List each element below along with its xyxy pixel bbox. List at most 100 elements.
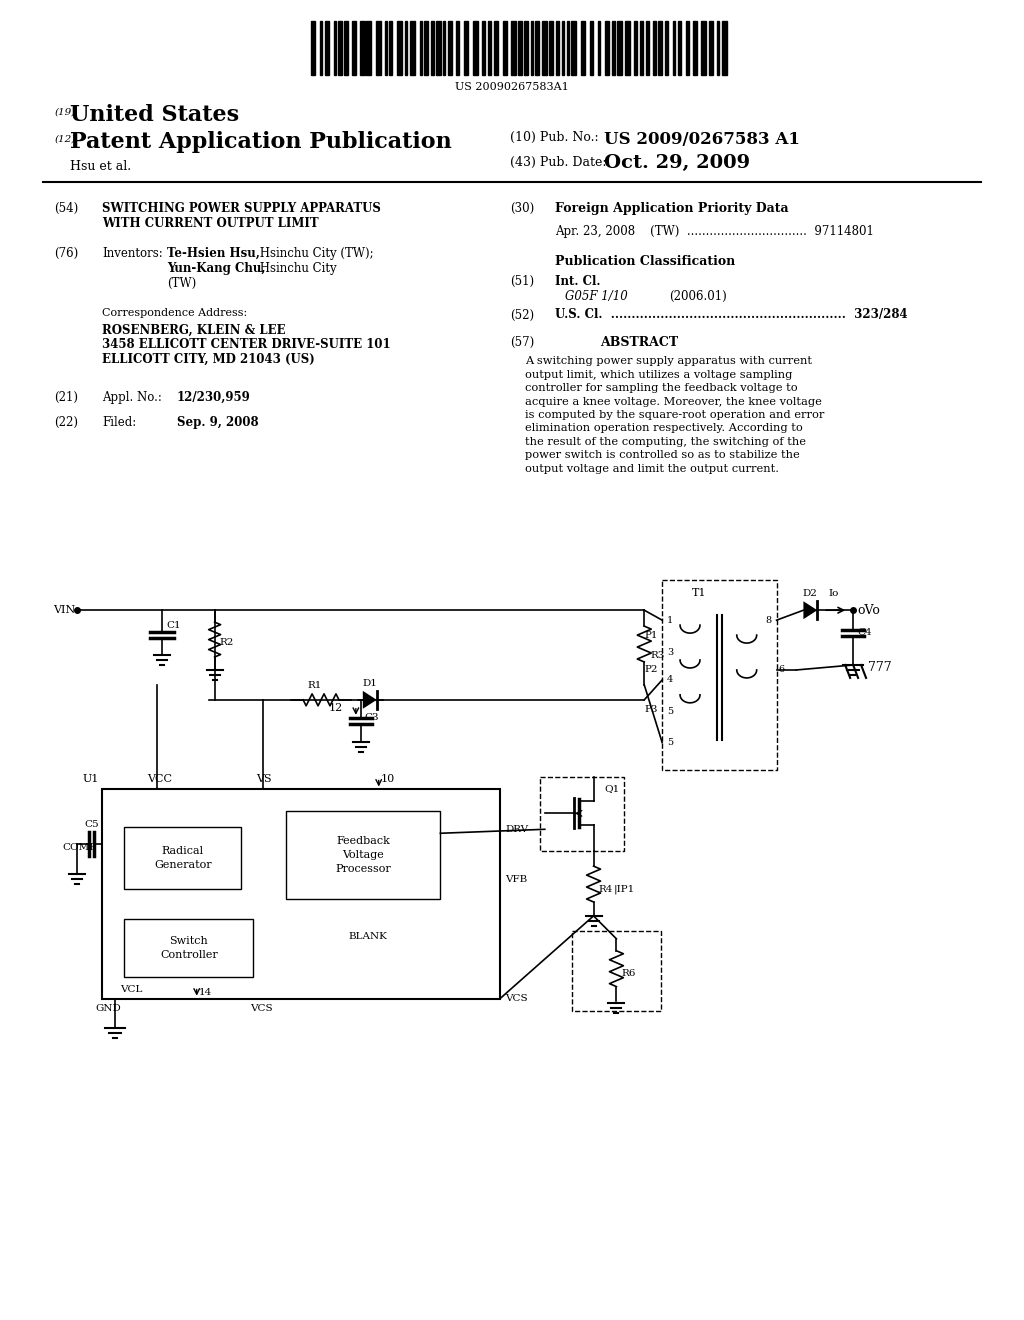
Text: Foreign Application Priority Data: Foreign Application Priority Data bbox=[555, 202, 788, 215]
Text: Sep. 9, 2008: Sep. 9, 2008 bbox=[177, 416, 258, 429]
Text: Voltage: Voltage bbox=[342, 850, 384, 861]
Text: (51): (51) bbox=[510, 275, 535, 288]
Text: Correspondence Address:: Correspondence Address: bbox=[102, 309, 248, 318]
Text: C1: C1 bbox=[166, 620, 180, 630]
Text: Q1: Q1 bbox=[604, 784, 620, 793]
Text: Controller: Controller bbox=[160, 950, 218, 960]
Bar bbox=[598, 21, 600, 75]
Text: P3: P3 bbox=[644, 705, 657, 714]
Text: (2006.01): (2006.01) bbox=[669, 289, 727, 302]
Bar bbox=[581, 21, 585, 75]
Text: Switch: Switch bbox=[169, 936, 208, 946]
Text: P1: P1 bbox=[644, 631, 657, 640]
Bar bbox=[124, 919, 253, 977]
Bar bbox=[605, 21, 608, 75]
Bar bbox=[503, 21, 507, 75]
Bar bbox=[326, 21, 330, 75]
Bar bbox=[411, 21, 415, 75]
Text: U.S. Cl.  .........................................................  323/284: U.S. Cl. ...............................… bbox=[555, 309, 907, 322]
Bar bbox=[464, 21, 468, 75]
Text: R6: R6 bbox=[622, 969, 636, 978]
Text: Inventors:: Inventors: bbox=[102, 247, 163, 260]
Text: WITH CURRENT OUTPUT LIMIT: WITH CURRENT OUTPUT LIMIT bbox=[102, 216, 318, 230]
Bar bbox=[376, 21, 381, 75]
Bar bbox=[686, 21, 689, 75]
Bar bbox=[449, 21, 453, 75]
Text: VS: VS bbox=[256, 775, 272, 784]
Text: Hsinchu City: Hsinchu City bbox=[256, 261, 337, 275]
Bar bbox=[542, 21, 547, 75]
Text: Te-Hsien Hsu,: Te-Hsien Hsu, bbox=[167, 247, 260, 260]
Text: R3: R3 bbox=[650, 651, 665, 660]
Bar bbox=[590, 21, 593, 75]
Bar bbox=[523, 21, 527, 75]
Text: R1: R1 bbox=[308, 681, 323, 690]
Bar bbox=[562, 21, 564, 75]
Bar bbox=[424, 21, 428, 75]
Bar bbox=[518, 21, 522, 75]
Text: acquire a knee voltage. Moreover, the knee voltage: acquire a knee voltage. Moreover, the kn… bbox=[525, 396, 822, 407]
Bar bbox=[397, 21, 401, 75]
Bar bbox=[511, 21, 516, 75]
Text: (22): (22) bbox=[54, 416, 79, 429]
Bar bbox=[359, 21, 365, 75]
Bar bbox=[531, 21, 534, 75]
Text: P2: P2 bbox=[644, 665, 657, 675]
Bar bbox=[319, 21, 322, 75]
Text: controller for sampling the feedback voltage to: controller for sampling the feedback vol… bbox=[525, 383, 798, 393]
Text: VCL: VCL bbox=[120, 985, 142, 994]
Bar bbox=[678, 21, 681, 75]
Bar bbox=[367, 21, 371, 75]
Text: 3: 3 bbox=[668, 648, 674, 656]
Text: GND: GND bbox=[95, 1003, 121, 1012]
Text: output limit, which utilizes a voltage sampling: output limit, which utilizes a voltage s… bbox=[525, 370, 793, 380]
Text: VCC: VCC bbox=[147, 775, 172, 784]
Text: (54): (54) bbox=[54, 202, 79, 215]
Text: 4: 4 bbox=[668, 676, 674, 684]
Text: (57): (57) bbox=[510, 337, 535, 350]
Text: US 2009/0267583 A1: US 2009/0267583 A1 bbox=[604, 131, 801, 148]
Text: 12: 12 bbox=[329, 702, 343, 713]
Bar bbox=[612, 21, 615, 75]
Text: D2: D2 bbox=[803, 589, 818, 598]
Text: 6: 6 bbox=[778, 665, 784, 675]
Bar bbox=[334, 21, 336, 75]
Bar bbox=[389, 21, 392, 75]
Bar bbox=[663, 581, 776, 770]
Bar bbox=[566, 21, 568, 75]
Bar bbox=[420, 21, 422, 75]
Text: (52): (52) bbox=[510, 309, 535, 322]
Text: Patent Application Publication: Patent Application Publication bbox=[71, 131, 453, 153]
Text: 5: 5 bbox=[668, 738, 673, 747]
Bar bbox=[665, 21, 668, 75]
Text: power switch is controlled so as to stabilize the: power switch is controlled so as to stab… bbox=[525, 450, 800, 461]
Bar bbox=[692, 21, 697, 75]
Text: |IP1: |IP1 bbox=[613, 884, 635, 894]
Bar bbox=[487, 21, 492, 75]
Text: 10: 10 bbox=[381, 775, 395, 784]
Bar bbox=[556, 21, 559, 75]
Text: 14: 14 bbox=[199, 987, 212, 997]
Text: VCS: VCS bbox=[505, 994, 527, 1003]
Bar bbox=[625, 21, 630, 75]
Text: 8: 8 bbox=[766, 615, 771, 624]
Bar bbox=[635, 21, 637, 75]
Bar bbox=[571, 21, 577, 75]
Text: SWITCHING POWER SUPPLY APPARATUS: SWITCHING POWER SUPPLY APPARATUS bbox=[102, 202, 381, 215]
Bar bbox=[385, 21, 387, 75]
Bar bbox=[646, 21, 649, 75]
Text: (43) Pub. Date:: (43) Pub. Date: bbox=[510, 156, 606, 169]
Bar bbox=[701, 21, 706, 75]
Bar bbox=[338, 21, 342, 75]
Bar bbox=[473, 21, 478, 75]
Bar bbox=[617, 21, 622, 75]
Text: is computed by the square-root operation and error: is computed by the square-root operation… bbox=[525, 411, 824, 420]
Text: A switching power supply apparatus with current: A switching power supply apparatus with … bbox=[525, 356, 812, 366]
Text: 1: 1 bbox=[668, 615, 674, 624]
Text: U1: U1 bbox=[83, 775, 99, 784]
Text: 12/230,959: 12/230,959 bbox=[177, 391, 251, 404]
Bar bbox=[124, 828, 242, 890]
Text: (10) Pub. No.:: (10) Pub. No.: bbox=[510, 131, 599, 144]
Text: ROSENBERG, KLEIN & LEE: ROSENBERG, KLEIN & LEE bbox=[102, 323, 286, 337]
Text: 777: 777 bbox=[868, 661, 892, 675]
